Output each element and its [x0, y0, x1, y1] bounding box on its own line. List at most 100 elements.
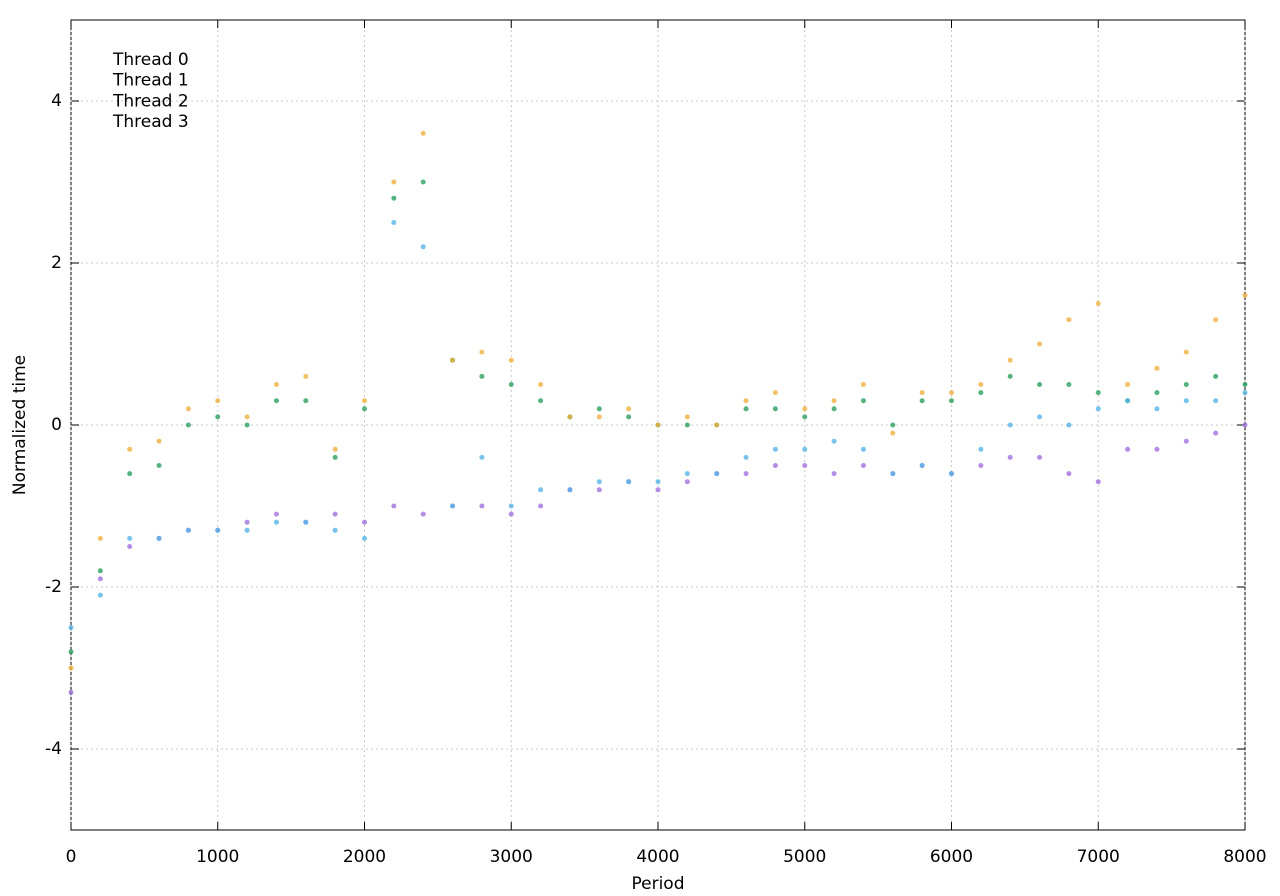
y-tick-label: -2: [45, 577, 62, 597]
x-tick-label: 1000: [196, 847, 239, 867]
x-tick-label: 2000: [343, 847, 386, 867]
point: [1183, 438, 1189, 444]
point: [1154, 406, 1160, 412]
point: [508, 357, 514, 363]
point: [1095, 479, 1101, 485]
point: [508, 503, 514, 509]
point: [303, 398, 309, 404]
point: [538, 487, 544, 493]
point: [978, 390, 984, 396]
point: [831, 471, 837, 477]
point: [97, 592, 103, 598]
legend-label: Thread 1: [112, 71, 189, 91]
point: [156, 438, 162, 444]
point: [1183, 382, 1189, 387]
point: [802, 463, 808, 468]
x-tick-label: 0: [66, 847, 77, 867]
point: [1095, 301, 1101, 306]
x-tick-label: 4000: [636, 847, 679, 867]
point: [127, 544, 133, 549]
point: [97, 576, 103, 582]
point: [1037, 414, 1043, 420]
point: [1154, 390, 1160, 396]
point: [273, 511, 279, 517]
point: [1183, 398, 1189, 404]
point: [949, 398, 954, 404]
x-tick-label: 8000: [1223, 847, 1266, 867]
point: [919, 398, 925, 404]
point: [97, 568, 103, 574]
point: [273, 382, 279, 387]
point: [860, 463, 866, 468]
point: [244, 414, 250, 420]
point: [860, 382, 866, 387]
point: [684, 422, 690, 428]
point: [185, 527, 191, 533]
point: [1007, 454, 1013, 460]
point: [215, 414, 221, 420]
y-tick-label: 4: [51, 91, 62, 111]
point: [1007, 422, 1013, 428]
point: [450, 503, 456, 509]
point: [1066, 422, 1072, 428]
point: [68, 689, 74, 695]
point: [655, 479, 661, 485]
point: [97, 535, 103, 541]
x-tick-label: 5000: [783, 847, 826, 867]
point: [1066, 471, 1072, 477]
point: [684, 479, 690, 485]
point: [127, 535, 133, 541]
point: [508, 511, 514, 517]
point: [68, 625, 74, 630]
point: [802, 406, 808, 412]
point: [743, 471, 749, 477]
point: [860, 398, 866, 404]
point: [1154, 365, 1160, 371]
point: [479, 373, 485, 379]
point: [626, 414, 632, 420]
legend-label: Thread 2: [112, 91, 189, 111]
point: [1037, 382, 1043, 387]
point: [391, 220, 397, 225]
point: [596, 487, 602, 493]
legend-label: Thread 3: [112, 112, 189, 132]
point: [479, 454, 485, 460]
point: [156, 535, 162, 541]
point: [949, 390, 954, 396]
point: [890, 471, 896, 477]
point: [391, 503, 397, 509]
point: [450, 357, 456, 363]
point: [420, 244, 426, 250]
point: [714, 422, 720, 428]
point: [655, 487, 661, 493]
point: [68, 665, 74, 671]
point: [215, 398, 221, 404]
point: [1213, 398, 1219, 404]
point: [978, 382, 984, 387]
point: [538, 382, 544, 387]
point: [802, 414, 808, 420]
point: [479, 349, 485, 355]
point: [1242, 292, 1248, 298]
point: [1213, 430, 1219, 436]
point: [362, 406, 367, 412]
point: [567, 487, 573, 493]
point: [420, 179, 426, 185]
point: [1007, 357, 1013, 363]
point: [1242, 422, 1248, 428]
point: [185, 406, 191, 412]
point: [684, 414, 690, 420]
point: [831, 438, 837, 444]
point: [185, 422, 191, 428]
point: [156, 463, 162, 468]
point: [1183, 349, 1189, 355]
point: [772, 406, 778, 412]
point: [743, 398, 749, 404]
point: [332, 454, 338, 460]
point: [538, 398, 544, 404]
point: [127, 446, 133, 452]
point: [743, 454, 749, 460]
x-axis-label: Period: [631, 874, 684, 894]
point: [332, 511, 338, 517]
point: [1007, 373, 1013, 379]
